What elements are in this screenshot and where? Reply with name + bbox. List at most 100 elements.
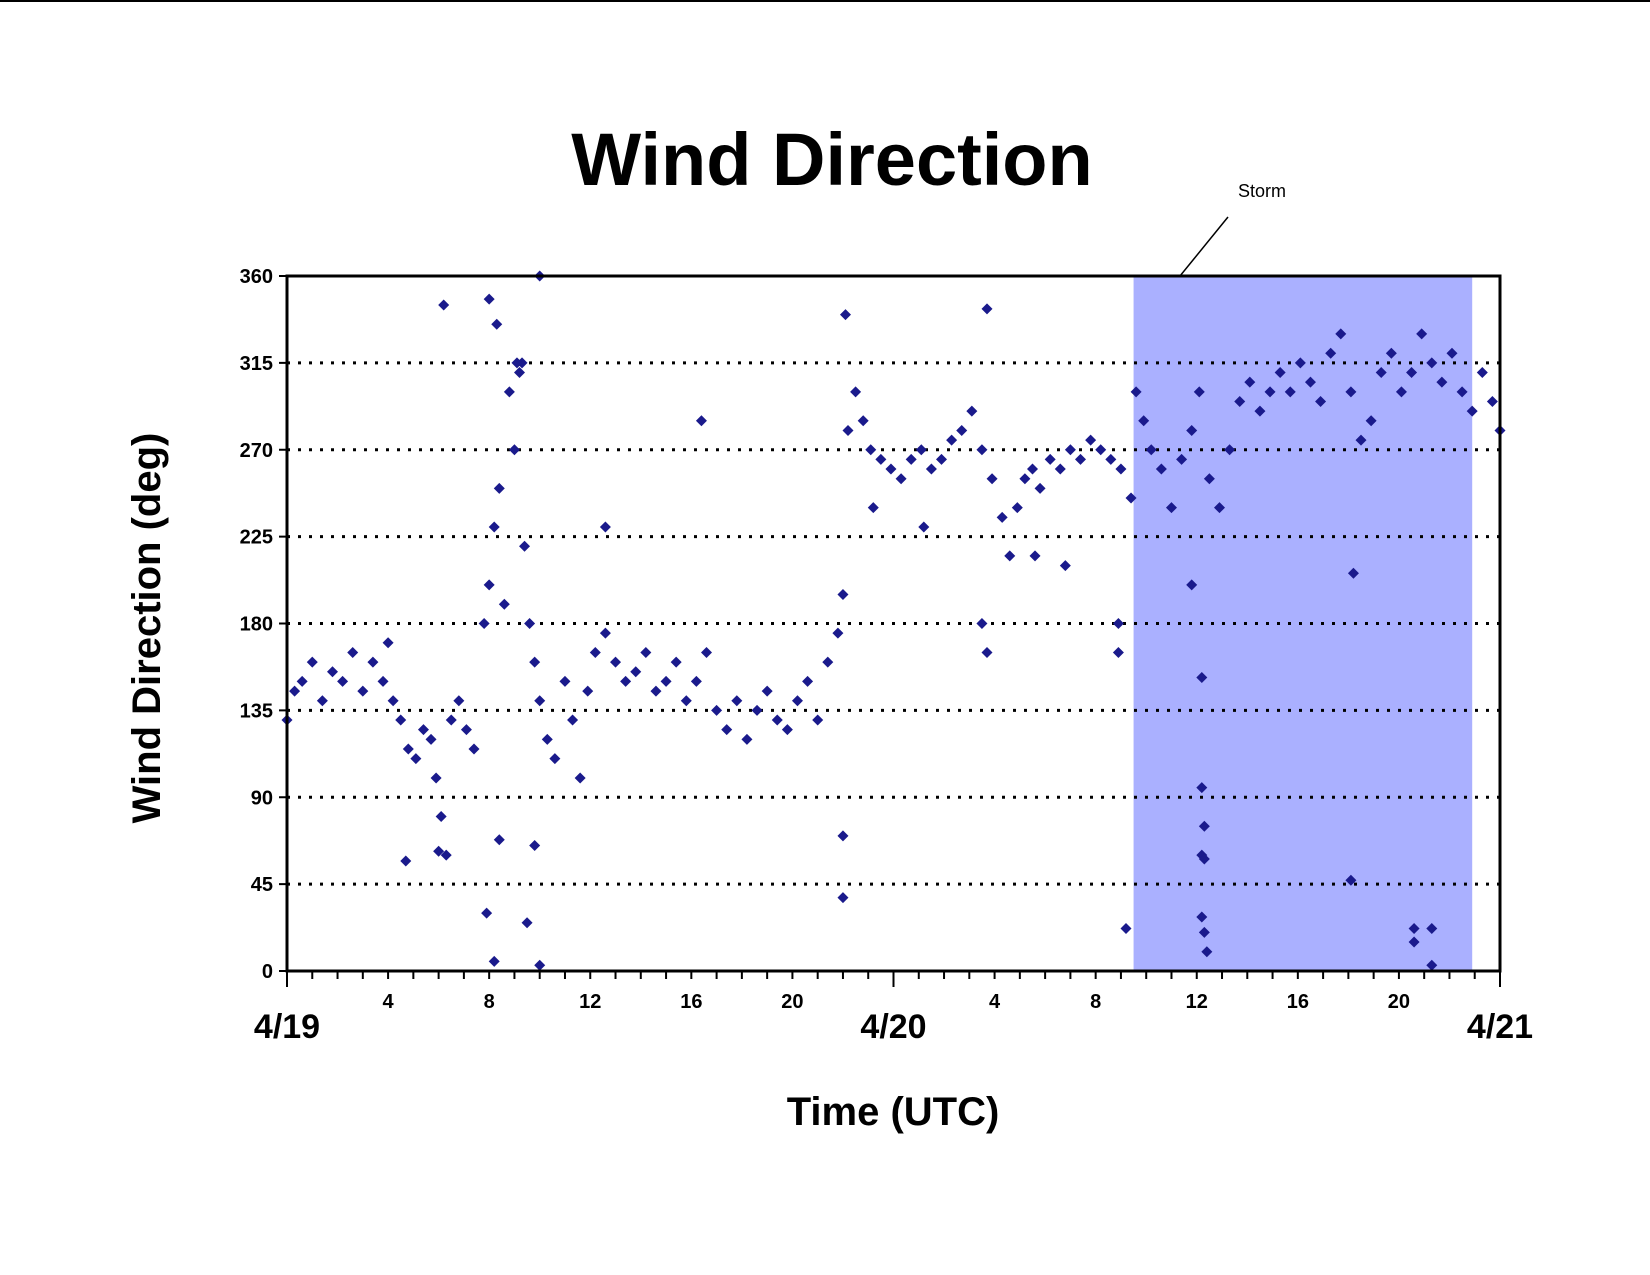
- data-point-106: [1186, 424, 1198, 436]
- data-point-13: [395, 714, 407, 726]
- data-point-125: [1375, 367, 1387, 379]
- data-point-56: [721, 724, 733, 736]
- data-point-46: [620, 675, 632, 687]
- data-point-90: [1034, 482, 1046, 494]
- data-point-82: [966, 405, 978, 417]
- data-point-44: [599, 627, 611, 639]
- x-date-label-4-20: 4/20: [860, 1008, 926, 1046]
- y-tick-label-45: 45: [251, 874, 273, 896]
- chart-title: Wind Direction: [571, 118, 1092, 201]
- data-point-66: [822, 656, 834, 668]
- data-point-6: [337, 675, 349, 687]
- data-point-91: [1044, 453, 1056, 465]
- y-axis-title: Wind Direction (deg): [125, 433, 169, 824]
- x-date-label-4-21: 4/21: [1467, 1008, 1533, 1046]
- data-point-93: [1064, 444, 1076, 456]
- data-point-158: [1120, 923, 1132, 935]
- plot-area: 0 45 90 135 180 225 270 315 360 4 8 12 16 20 4 8 12 16 20 4…: [240, 266, 1533, 1046]
- data-point-165: [1198, 853, 1210, 865]
- x-hour-label-16: 16: [680, 991, 702, 1013]
- data-point-36: [534, 695, 546, 707]
- data-point-145: [839, 309, 851, 321]
- data-point-18: [430, 772, 442, 784]
- data-point-128: [1406, 367, 1418, 379]
- data-point-112: [1244, 376, 1256, 388]
- data-point-148: [481, 907, 493, 919]
- data-point-142: [695, 415, 707, 427]
- data-point-139: [483, 293, 495, 305]
- x-hour-label-28: 4: [989, 991, 1001, 1013]
- data-point-144: [511, 357, 523, 369]
- data-point-130: [1426, 357, 1438, 369]
- data-point-54: [700, 646, 712, 658]
- data-point-5: [326, 666, 338, 678]
- data-point-173: [1426, 959, 1438, 971]
- data-point-39: [559, 675, 571, 687]
- y-tick-label-0: 0: [262, 961, 273, 983]
- data-point-57: [731, 695, 743, 707]
- data-point-178: [981, 646, 993, 658]
- data-point-80: [946, 434, 958, 446]
- x-hour-label-4: 4: [383, 991, 395, 1013]
- data-point-167: [1186, 579, 1198, 591]
- data-point-166: [1196, 672, 1208, 684]
- data-point-78: [925, 463, 937, 475]
- data-point-64: [802, 675, 814, 687]
- data-point-26: [483, 579, 495, 591]
- data-point-31: [508, 444, 520, 456]
- y-tick-label-360: 360: [240, 266, 273, 288]
- data-point-176: [1029, 550, 1041, 562]
- data-point-41: [574, 772, 586, 784]
- data-point-100: [1130, 386, 1142, 398]
- top-border-line: [0, 0, 1650, 2]
- data-point-172: [1426, 923, 1438, 935]
- data-point-171: [1408, 936, 1420, 948]
- data-point-85: [996, 511, 1008, 523]
- data-point-10: [377, 675, 389, 687]
- data-point-117: [1294, 357, 1306, 369]
- data-point-79: [936, 453, 948, 465]
- data-point-129: [1416, 328, 1428, 340]
- data-point-53: [690, 675, 702, 687]
- data-point-123: [1355, 434, 1367, 446]
- data-point-14: [402, 743, 414, 755]
- data-point-105: [1176, 453, 1188, 465]
- data-point-71: [857, 415, 869, 427]
- data-point-1: [289, 685, 301, 697]
- data-point-77: [915, 444, 927, 456]
- data-point-118: [1304, 376, 1316, 388]
- data-point-43: [589, 646, 601, 658]
- data-point-60: [761, 685, 773, 697]
- data-point-76: [905, 453, 917, 465]
- data-point-92: [1054, 463, 1066, 475]
- data-point-115: [1274, 367, 1286, 379]
- data-point-69: [842, 424, 854, 436]
- data-point-67: [832, 627, 844, 639]
- data-point-42: [582, 685, 594, 697]
- data-point-159: [1198, 926, 1210, 938]
- data-point-62: [781, 724, 793, 736]
- data-point-48: [640, 646, 652, 658]
- x-hour-label-36: 12: [1186, 991, 1208, 1013]
- data-point-55: [711, 704, 723, 716]
- data-point-150: [521, 917, 533, 929]
- data-point-104: [1165, 502, 1177, 514]
- data-point-111: [1234, 395, 1246, 407]
- data-point-52: [680, 695, 692, 707]
- data-point-19: [435, 811, 447, 823]
- data-point-102: [1145, 444, 1157, 456]
- storm-annotation-label: Storm: [1238, 181, 1286, 201]
- data-point-146: [981, 303, 993, 315]
- x-hour-label-8: 8: [484, 991, 495, 1013]
- data-point-16: [417, 724, 429, 736]
- data-point-49: [650, 685, 662, 697]
- data-point-23: [460, 724, 472, 736]
- data-point-81: [956, 424, 968, 436]
- data-point-132: [1446, 347, 1458, 359]
- data-point-168: [1347, 567, 1359, 579]
- data-point-97: [1105, 453, 1117, 465]
- data-point-3: [306, 656, 318, 668]
- data-point-120: [1325, 347, 1337, 359]
- x-hour-label-32: 8: [1090, 991, 1101, 1013]
